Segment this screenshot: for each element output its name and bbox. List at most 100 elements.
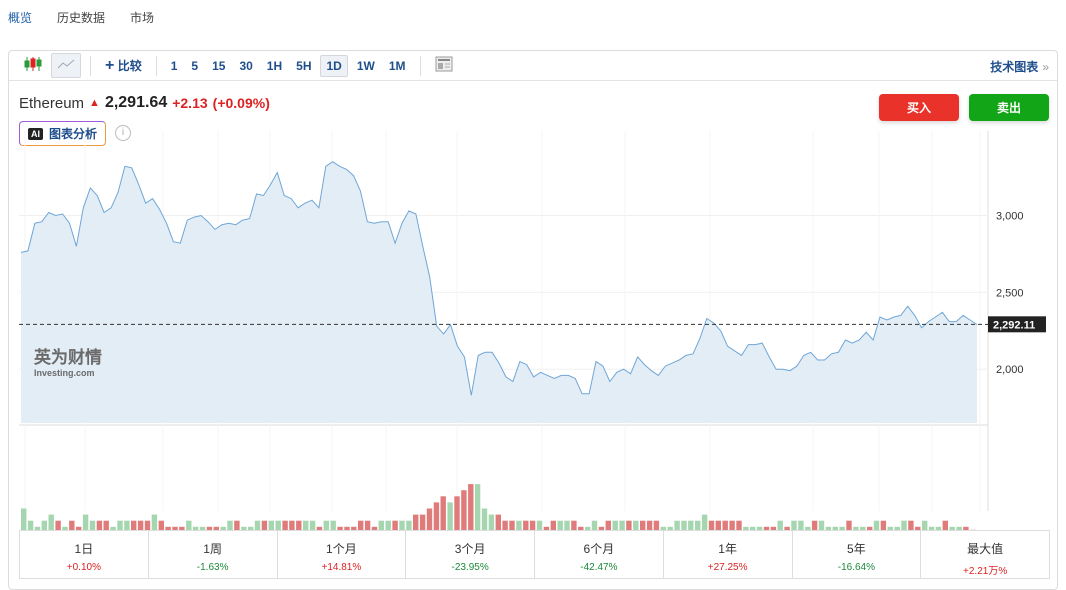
volume-bar: [261, 520, 268, 531]
volume-bar: [922, 520, 928, 531]
volume-bar: [358, 520, 364, 531]
compare-button[interactable]: + 比较: [100, 54, 147, 78]
volume-bar: [364, 520, 371, 531]
volume-bar: [76, 526, 82, 531]
interval-5h[interactable]: 5H: [296, 58, 312, 73]
volume-bar: [798, 520, 804, 531]
interval-5[interactable]: 5: [191, 58, 199, 73]
period-change: +27.25%: [707, 562, 748, 573]
volume-bar: [516, 520, 522, 531]
y-tick-label: 2,000: [996, 364, 1024, 376]
interval-1[interactable]: 1: [170, 58, 178, 73]
volume-bar: [234, 520, 240, 531]
volume-bar: [227, 520, 233, 531]
top-nav: 概览 历史数据 市场: [8, 9, 154, 26]
volume-bar: [474, 484, 481, 531]
volume-bar: [564, 520, 570, 531]
period-label: 5年: [847, 542, 866, 556]
volume-bar: [887, 526, 893, 531]
volume-bar: [213, 526, 219, 531]
area-chart-icon[interactable]: [51, 53, 81, 78]
current-price-label: 2,292.11: [993, 319, 1035, 331]
volume-bar: [543, 526, 550, 531]
period-change: -23.95%: [451, 562, 489, 573]
volume-bar: [557, 520, 563, 531]
volume-bar: [426, 508, 433, 531]
period-change: +0.10%: [66, 562, 101, 573]
performance-cell: 5年 -16.64%: [793, 531, 922, 578]
volume-bar: [55, 520, 61, 531]
divider: [155, 55, 157, 76]
volume-bar: [158, 520, 164, 531]
volume-bar: [371, 526, 378, 531]
tab-history[interactable]: 历史数据: [57, 11, 106, 25]
volume-bar: [337, 526, 343, 531]
volume-bar: [309, 520, 316, 531]
compare-label: 比较: [117, 58, 142, 73]
buy-button[interactable]: 买入: [879, 94, 959, 121]
period-label: 1周: [203, 542, 222, 556]
period-change: -42.47%: [580, 562, 618, 573]
volume-bar: [433, 502, 440, 531]
interval-30[interactable]: 30: [239, 58, 253, 73]
volume-bar: [468, 484, 474, 531]
candlestick-icon[interactable]: [19, 53, 47, 78]
performance-cell: 最大值 +2.21万%: [921, 531, 1049, 578]
performance-table: 1日 +0.10% 1周 -1.63% 1个月 +14.81% 3个月 -23.95% 6个月 -…: [19, 530, 1050, 579]
volume-bar: [626, 520, 632, 531]
tab-market[interactable]: 市场: [130, 11, 155, 25]
volume-bar: [344, 526, 350, 531]
volume-bar: [41, 520, 47, 531]
volume-bar: [811, 520, 818, 531]
volume-bar: [688, 520, 694, 531]
volume-bar: [103, 520, 109, 531]
watermark-cn: 英为财情: [34, 347, 102, 367]
interval-15[interactable]: 15: [212, 58, 226, 73]
volume-bar: [949, 526, 955, 531]
sell-button[interactable]: 卖出: [969, 94, 1049, 121]
volume-bar: [179, 526, 185, 531]
volume-bar: [860, 526, 866, 531]
volume-bar: [908, 520, 914, 531]
volume-bar: [289, 520, 295, 531]
layout-icon[interactable]: [430, 53, 458, 78]
interval-1w[interactable]: 1W: [356, 58, 375, 73]
volume-bar: [708, 520, 715, 531]
ai-icon: AI: [28, 127, 43, 140]
tab-overview[interactable]: 概览: [8, 11, 33, 25]
volume-bar: [839, 526, 845, 531]
volume-bar: [736, 520, 742, 531]
volume-bar: [282, 520, 288, 531]
volume-bar: [805, 526, 811, 531]
volume-bar: [695, 520, 701, 531]
volume-bar: [640, 520, 646, 531]
volume-bar: [846, 520, 852, 531]
volume-bar: [447, 502, 453, 531]
volume-bar: [509, 520, 515, 531]
interval-1d[interactable]: 1D: [320, 54, 348, 77]
interval-1h[interactable]: 1H: [266, 58, 283, 73]
volume-bar: [117, 520, 123, 531]
price-change: +2.13: [172, 95, 208, 111]
period-label: 1日: [74, 542, 94, 556]
volume-bar: [935, 526, 942, 531]
volume-bar: [605, 520, 611, 531]
interval-1m[interactable]: 1M: [388, 58, 406, 73]
volume-bar: [34, 526, 41, 531]
volume-bar: [82, 514, 89, 531]
volume-bar: [867, 526, 873, 531]
volume-bar: [578, 526, 584, 531]
performance-cell: 1周 -1.63%: [149, 531, 278, 578]
price-change-pct: (+0.09%): [212, 95, 270, 111]
info-icon[interactable]: i: [115, 125, 131, 141]
technical-chart-link[interactable]: 技术图表»: [990, 58, 1049, 75]
performance-cell: 6个月 -42.47%: [535, 531, 664, 578]
volume-bar: [825, 526, 832, 531]
volume-bar: [667, 526, 673, 531]
volume-bar: [96, 520, 103, 531]
volume-bar: [351, 526, 357, 531]
volume-bar: [186, 520, 192, 531]
arrow-up-icon: ▲: [89, 97, 100, 109]
volume-bar: [151, 514, 158, 531]
